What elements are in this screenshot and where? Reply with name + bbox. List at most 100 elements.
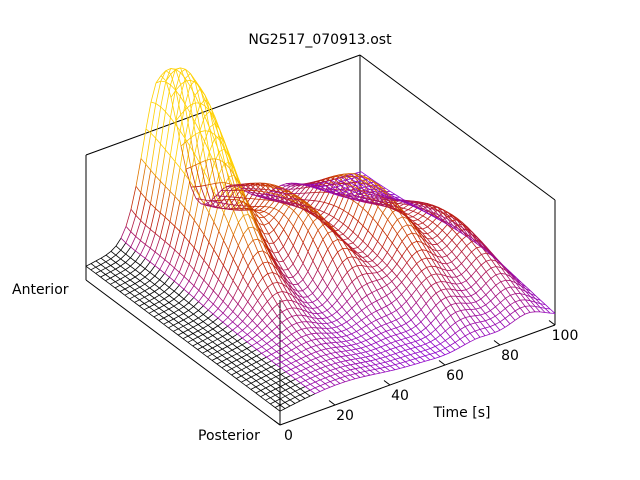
mesh-segment xyxy=(263,217,270,224)
mesh-segment xyxy=(178,315,184,321)
mesh-segment xyxy=(115,281,121,286)
mesh-segment xyxy=(202,321,209,326)
mesh-segment xyxy=(144,306,150,311)
mesh-segment xyxy=(304,192,311,201)
mesh-segment xyxy=(247,245,254,258)
mesh-segment xyxy=(365,351,371,357)
mesh-segment xyxy=(297,271,304,281)
mesh-segment xyxy=(267,250,274,261)
mesh-segment xyxy=(258,217,265,226)
mesh-segment xyxy=(281,348,287,354)
mesh-segment xyxy=(198,294,204,302)
mesh-segment xyxy=(195,102,201,132)
mesh-segment xyxy=(365,340,372,345)
mesh-segment xyxy=(356,314,362,321)
mesh-segment xyxy=(465,316,471,318)
mesh-segment xyxy=(355,368,361,373)
mesh-segment xyxy=(435,289,442,294)
mesh-segment xyxy=(301,348,307,353)
mesh-segment xyxy=(251,361,257,366)
mesh-segment xyxy=(352,256,358,259)
mesh-segment xyxy=(456,245,462,252)
mesh-segment xyxy=(290,378,296,382)
mesh-segment xyxy=(247,325,253,331)
mesh-segment xyxy=(435,329,441,336)
mesh-segment xyxy=(296,321,302,324)
mesh-segment xyxy=(276,348,282,352)
mesh-segment xyxy=(260,371,267,376)
mesh-segment xyxy=(284,402,291,407)
mesh-segment xyxy=(295,358,302,362)
mesh-segment xyxy=(348,227,354,233)
mesh-segment xyxy=(163,323,169,329)
mesh-segment xyxy=(298,208,304,217)
mesh-segment xyxy=(431,253,437,262)
mesh-segment xyxy=(188,285,195,294)
mesh-segment xyxy=(270,372,277,378)
mesh-segment xyxy=(435,334,441,340)
mesh-segment xyxy=(510,294,516,302)
mesh-segment xyxy=(234,199,240,201)
mesh-segment xyxy=(213,202,220,223)
mesh-segment xyxy=(374,195,380,198)
mesh-segment xyxy=(270,189,276,192)
mesh-segment xyxy=(153,313,160,318)
mesh-segment xyxy=(451,277,457,285)
mesh-segment xyxy=(266,314,273,322)
mesh-segment xyxy=(320,188,326,190)
mesh-segment xyxy=(170,97,177,121)
mesh-segment xyxy=(259,199,265,201)
mesh-segment xyxy=(465,286,472,291)
mesh-segment xyxy=(426,241,433,250)
mesh-segment xyxy=(145,203,151,226)
mesh-segment xyxy=(269,186,275,189)
x-tick-label: 60 xyxy=(446,368,464,384)
mesh-segment xyxy=(242,285,249,296)
mesh-segment xyxy=(338,193,344,197)
mesh-segment xyxy=(375,185,381,190)
mesh-segment xyxy=(450,288,457,297)
mesh-segment xyxy=(385,331,392,337)
mesh-segment xyxy=(252,226,259,240)
mesh-segment xyxy=(282,299,288,302)
mesh-segment xyxy=(315,183,322,188)
mesh-segment xyxy=(285,387,291,391)
mesh-segment xyxy=(252,330,258,336)
mesh-segment xyxy=(486,252,492,260)
mesh-segment xyxy=(274,186,280,189)
mesh-segment xyxy=(199,88,206,100)
mesh-segment xyxy=(304,209,310,214)
mesh-segment xyxy=(420,309,427,317)
mesh-segment xyxy=(316,332,322,339)
mesh-segment xyxy=(295,366,302,372)
mesh-segment xyxy=(293,215,299,227)
mesh-segment xyxy=(285,185,291,190)
mesh-segment xyxy=(326,305,333,311)
mesh-segment xyxy=(370,335,377,339)
mesh-segment xyxy=(341,340,347,343)
mesh-segment xyxy=(294,396,301,402)
mesh-segment xyxy=(405,344,411,350)
mesh-segment xyxy=(335,356,341,359)
mesh-segment xyxy=(466,234,472,237)
mesh-segment xyxy=(315,349,322,353)
mesh-segment xyxy=(302,271,309,281)
mesh-segment xyxy=(428,207,434,210)
mesh-segment xyxy=(386,295,392,304)
mesh-segment xyxy=(312,312,318,315)
mesh-segment xyxy=(343,234,349,239)
mesh-segment xyxy=(213,272,219,280)
mesh-segment xyxy=(332,242,338,253)
mesh-segment xyxy=(217,329,223,334)
mesh-segment xyxy=(277,269,284,280)
mesh-segment xyxy=(203,285,209,296)
mesh-segment xyxy=(130,236,137,248)
mesh-segment xyxy=(140,225,146,241)
mesh-segment xyxy=(470,302,476,310)
mesh-segment xyxy=(295,184,301,190)
mesh-segment xyxy=(134,283,141,288)
mesh-segment xyxy=(275,392,281,396)
mesh-segment xyxy=(198,260,205,275)
mesh-segment xyxy=(314,391,321,395)
mesh-segment xyxy=(405,337,411,344)
